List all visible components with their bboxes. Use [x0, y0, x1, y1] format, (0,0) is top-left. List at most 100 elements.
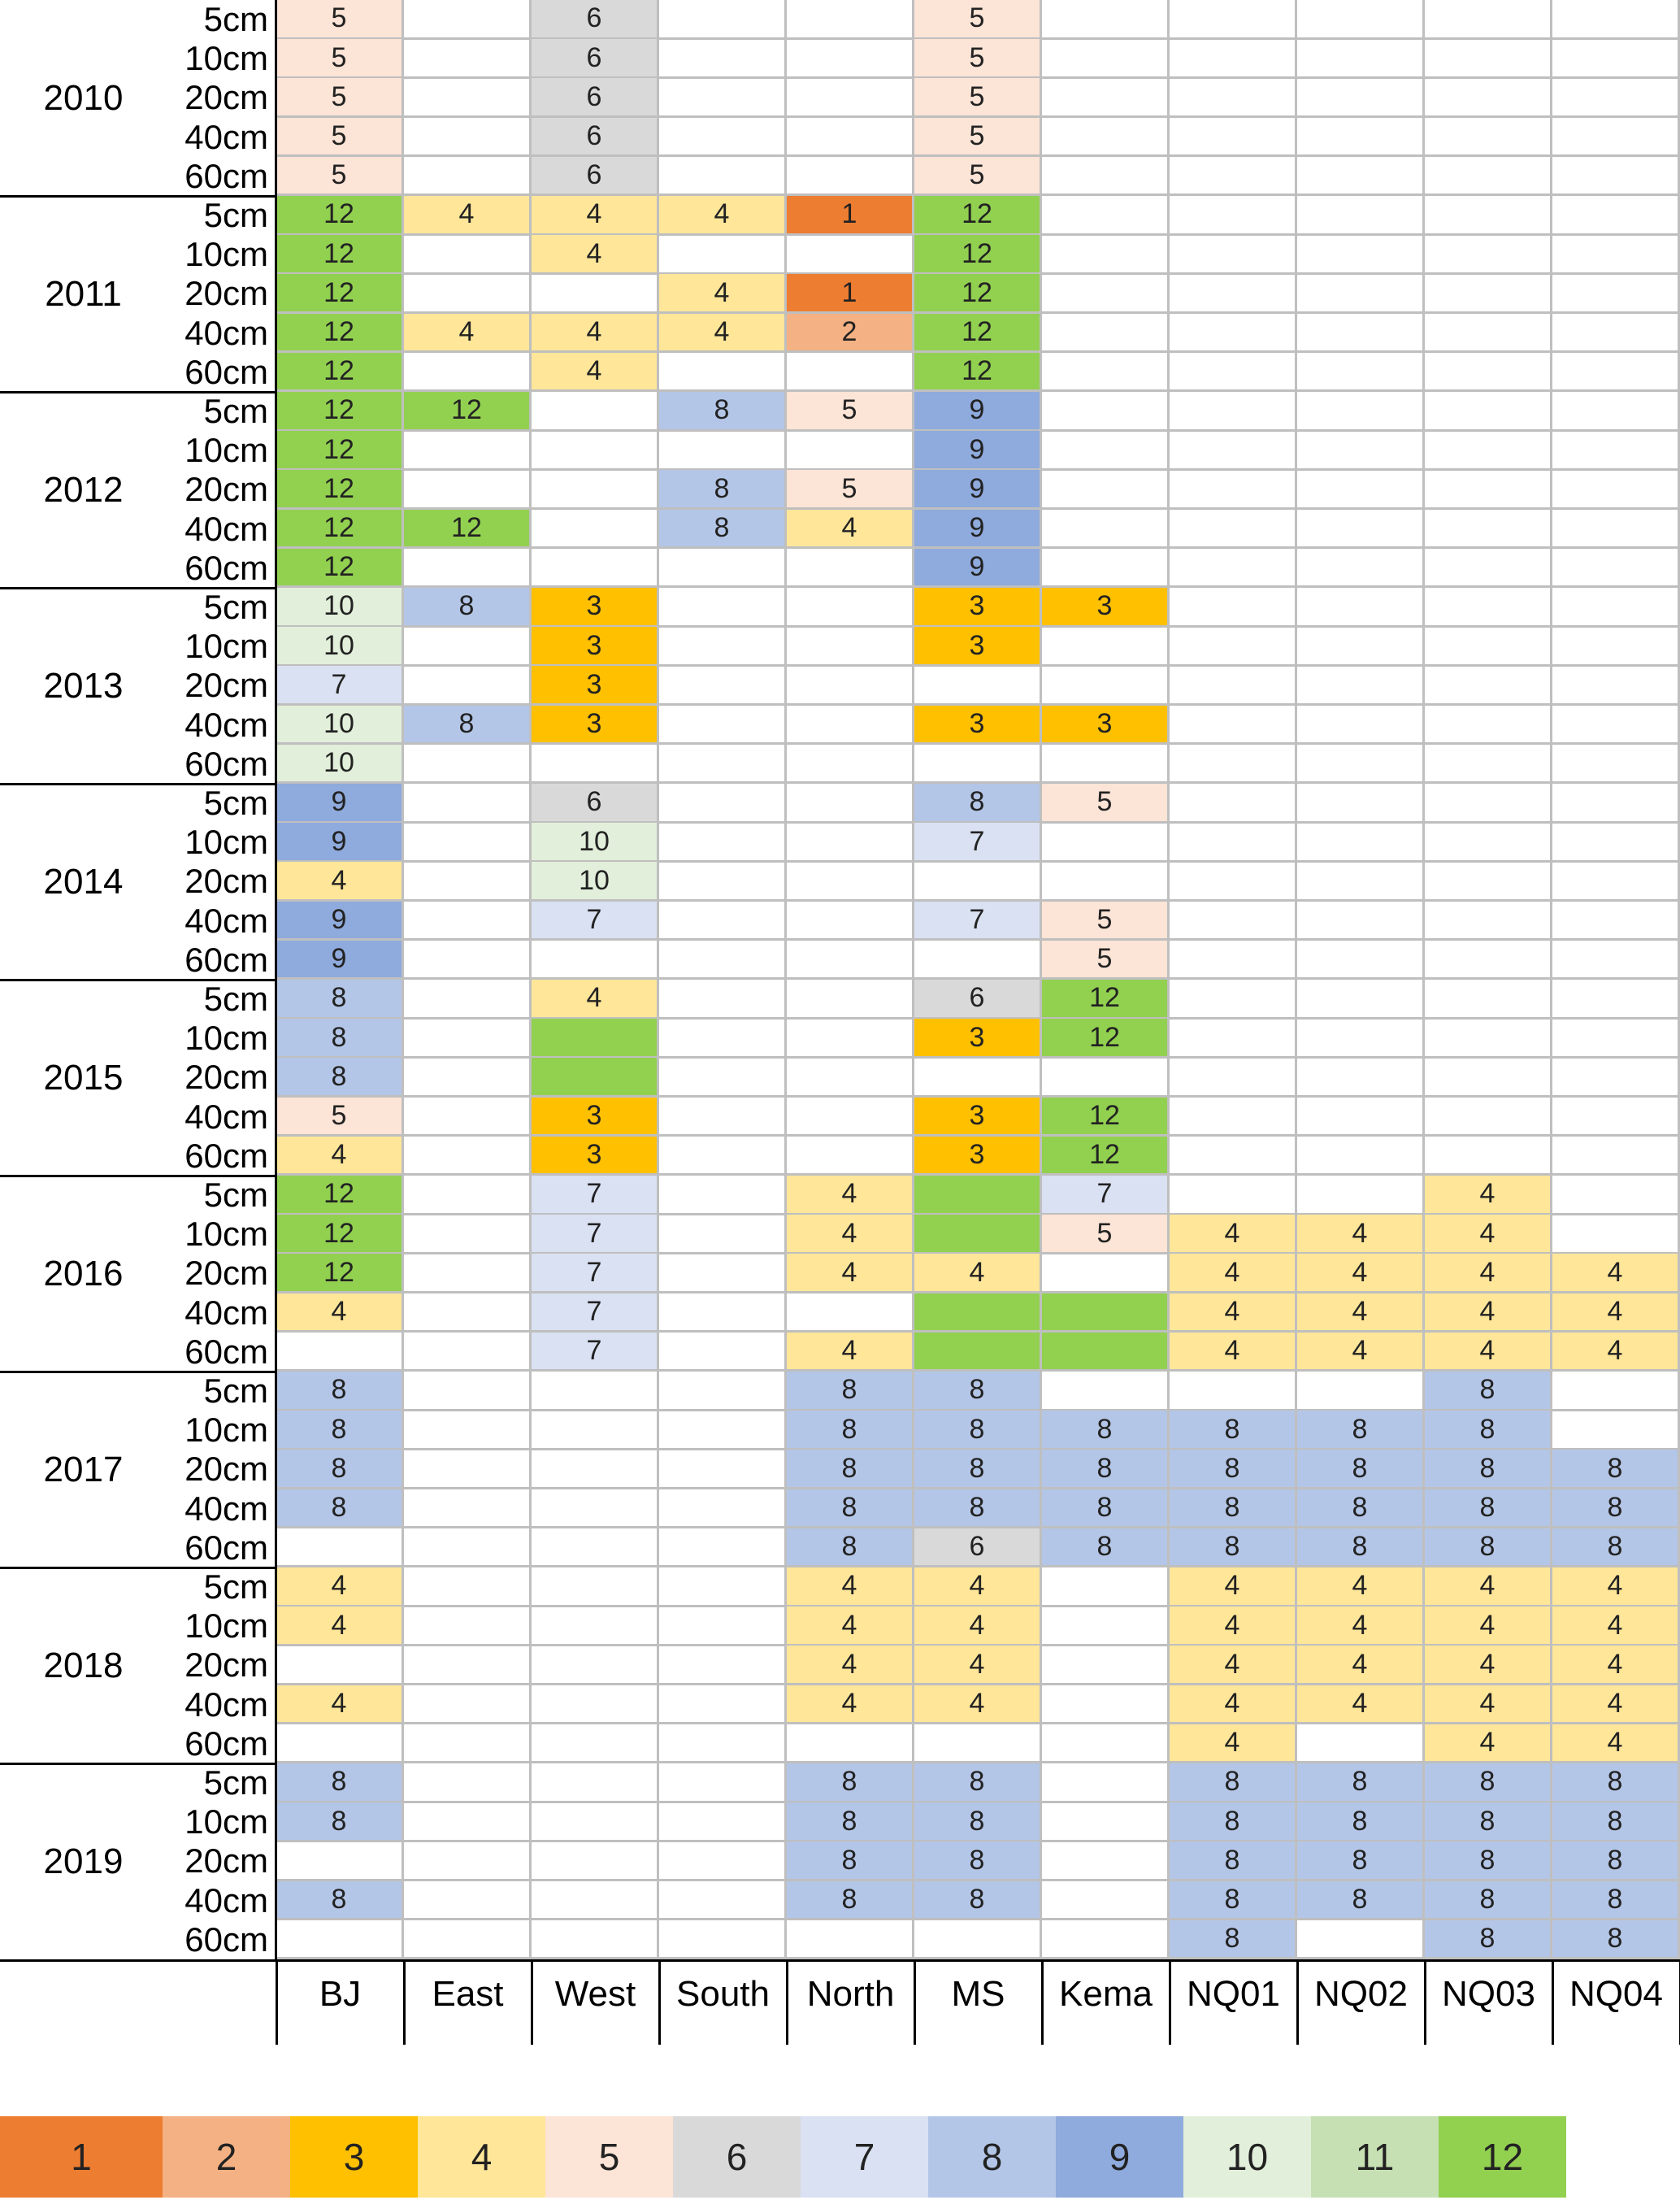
heatmap-cell: 8	[1425, 1450, 1552, 1490]
heatmap-cell	[404, 1607, 532, 1646]
heatmap-cell: 4	[1170, 1646, 1297, 1686]
heatmap-cell: 5	[1042, 901, 1170, 941]
heatmap-cell	[1297, 1724, 1425, 1764]
heatmap-cell	[1552, 1372, 1680, 1411]
heatmap-cell: 4	[1425, 1646, 1552, 1686]
depth-label: 10cm	[184, 1215, 268, 1254]
heatmap-cell	[1552, 940, 1680, 980]
heatmap-cell	[1297, 901, 1425, 941]
heatmap-cell: 4	[1170, 1685, 1297, 1725]
heatmap-cell	[1042, 1920, 1170, 1960]
heatmap-cell	[1170, 980, 1297, 1020]
heatmap-cell	[1425, 627, 1552, 667]
heatmap-cell: 4	[276, 1607, 404, 1646]
heatmap-cell	[659, 1293, 787, 1333]
heatmap-cell: 12	[914, 352, 1042, 393]
heatmap-cell: 12	[276, 431, 404, 471]
depth-label: 5cm	[203, 1763, 268, 1802]
depth-label: 40cm	[184, 705, 268, 744]
heatmap-cell	[404, 39, 532, 79]
heatmap-cell	[787, 1293, 914, 1333]
depth-label: 20cm	[184, 1841, 268, 1880]
station-tick	[531, 1959, 533, 2045]
heatmap-cell: 8	[276, 1411, 404, 1450]
heatmap-cell	[1552, 431, 1680, 471]
heatmap-cell: 2	[787, 313, 914, 354]
heatmap-cell	[659, 1528, 787, 1568]
heatmap-cell: 8	[1042, 1450, 1170, 1490]
station-label: NQ04	[1569, 1974, 1663, 2014]
heatmap-cell	[1425, 666, 1552, 707]
heatmap-cell	[787, 666, 914, 707]
legend-swatch: 5	[545, 2116, 673, 2198]
heatmap-cell: 3	[914, 1097, 1042, 1137]
heatmap-cell: 4	[1425, 1293, 1552, 1333]
depth-label: 10cm	[184, 1607, 268, 1646]
heatmap-cell: 8	[914, 784, 1042, 824]
heatmap-cell	[1297, 940, 1425, 980]
heatmap-cell: 8	[1297, 1489, 1425, 1529]
depth-label: 20cm	[184, 470, 268, 509]
depth-label: 10cm	[184, 1019, 268, 1058]
heatmap-cell	[787, 588, 914, 628]
heatmap-cell: 4	[276, 862, 404, 902]
heatmap-cell	[276, 1724, 404, 1764]
heatmap-cell	[1297, 78, 1425, 119]
heatmap-cell	[1170, 588, 1297, 628]
heatmap-cell: 12	[276, 196, 404, 236]
heatmap-cell	[787, 980, 914, 1020]
heatmap-cell: 4	[1552, 1646, 1680, 1686]
heatmap-cell: 8	[787, 1489, 914, 1529]
heatmap-cell	[404, 1176, 532, 1215]
heatmap-cell: 10	[276, 627, 404, 667]
depth-label: 5cm	[203, 196, 268, 235]
heatmap-cell	[914, 862, 1042, 902]
heatmap-cell	[787, 156, 914, 197]
heatmap-cell	[1552, 901, 1680, 941]
year-label: 2013	[43, 665, 124, 706]
heatmap-cell	[1425, 0, 1552, 40]
heatmap-cell: 12	[276, 392, 404, 432]
heatmap-cell: 4	[1552, 1567, 1680, 1607]
heatmap-cell: 8	[914, 1411, 1042, 1450]
heatmap-cell	[659, 1567, 787, 1607]
heatmap-cell	[914, 1293, 1042, 1333]
heatmap-cell	[1042, 1724, 1170, 1764]
heatmap-cell	[1170, 196, 1297, 236]
heatmap-cell	[532, 548, 659, 589]
heatmap-cell	[1552, 1176, 1680, 1215]
heatmap-cell: 12	[914, 313, 1042, 354]
legend-swatch: 8	[928, 2116, 1056, 2198]
heatmap-cell	[1552, 627, 1680, 667]
heatmap-cell	[1552, 235, 1680, 275]
heatmap-cell: 8	[1170, 1763, 1297, 1803]
station-tick	[1296, 1959, 1299, 2045]
heatmap-cell: 5	[787, 470, 914, 511]
heatmap-cell	[1042, 1332, 1170, 1372]
station-label: East	[432, 1974, 504, 2014]
heatmap-cell	[1297, 823, 1425, 863]
depth-label: 60cm	[184, 548, 268, 587]
depth-label: 60cm	[184, 352, 268, 391]
heatmap-cell	[1552, 470, 1680, 511]
heatmap-cell	[1170, 392, 1297, 432]
heatmap-cell	[404, 1646, 532, 1686]
heatmap-cell	[1552, 1215, 1680, 1254]
depth-label: 20cm	[184, 862, 268, 901]
station-tick	[786, 1959, 788, 2045]
station-label: West	[554, 1974, 636, 2014]
heatmap-cell	[532, 1058, 659, 1098]
legend-swatch: 11	[1311, 2116, 1439, 2198]
heatmap-cell	[404, 1763, 532, 1803]
heatmap-cell	[404, 901, 532, 941]
heatmap-cell: 8	[1425, 1763, 1552, 1803]
heatmap-cell: 4	[914, 1685, 1042, 1725]
heatmap-cell	[532, 1802, 659, 1842]
heatmap-cell	[1425, 156, 1552, 197]
heatmap-cell: 3	[914, 705, 1042, 746]
heatmap-cell	[1170, 784, 1297, 824]
depth-label: 60cm	[184, 1920, 268, 1959]
heatmap-cell: 8	[276, 1802, 404, 1842]
year-divider	[0, 1567, 276, 1569]
heatmap-cell: 7	[914, 901, 1042, 941]
